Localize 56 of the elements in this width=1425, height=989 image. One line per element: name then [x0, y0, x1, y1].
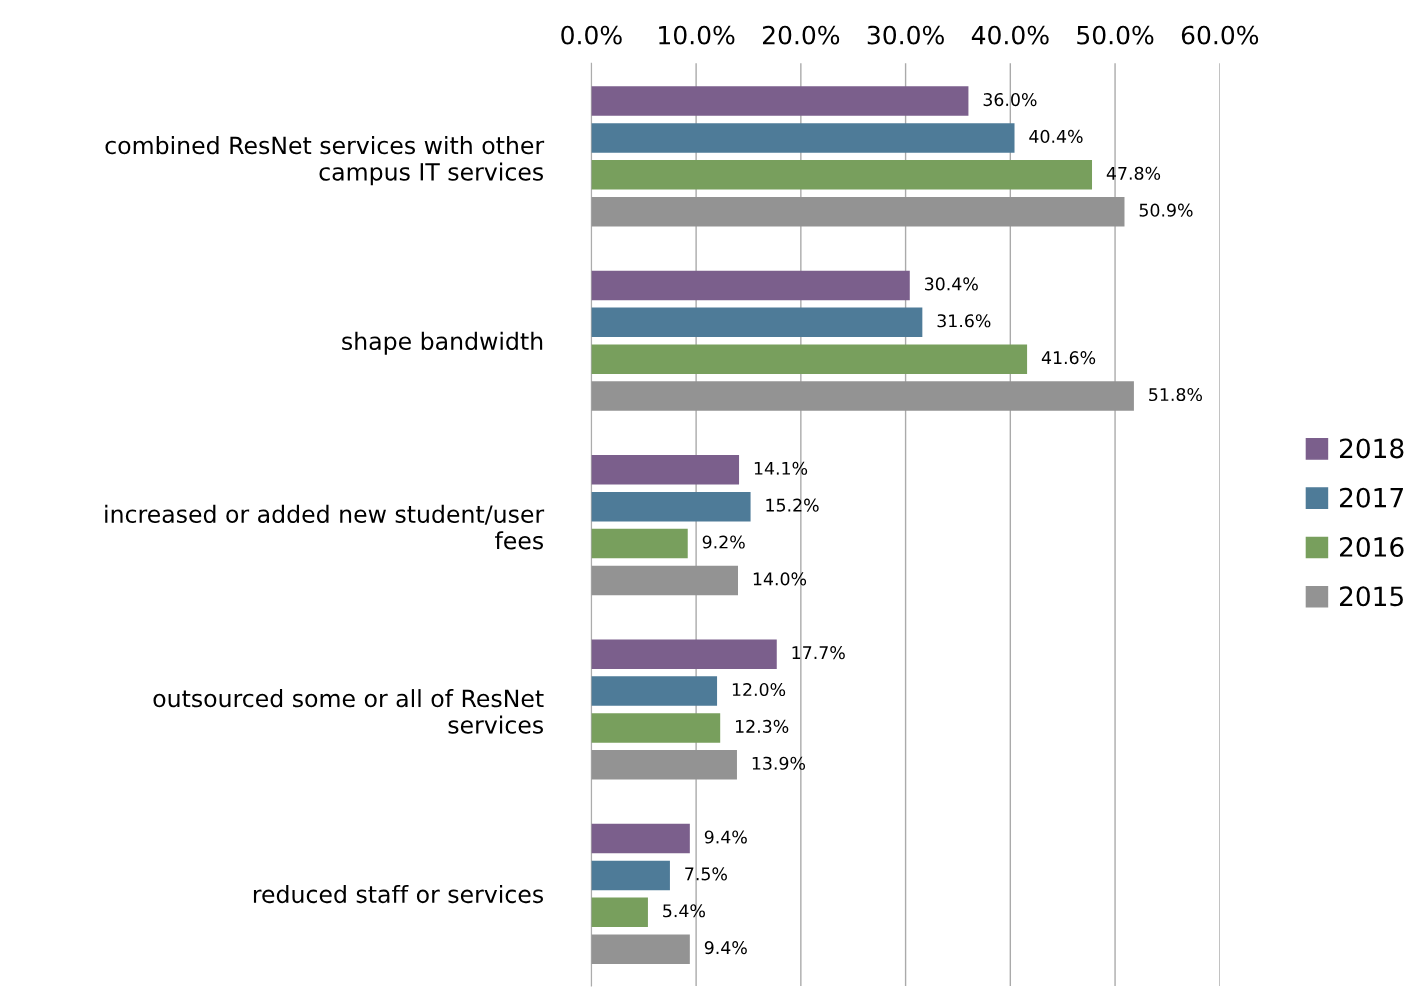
data-label: 36.0%: [983, 93, 1037, 107]
data-label: 14.0%: [753, 572, 807, 586]
bar: [591, 344, 1028, 374]
legend-label: 2017: [1339, 487, 1403, 508]
data-label: 9.2%: [702, 535, 745, 549]
bar: [591, 160, 1093, 190]
data-label: 7.5%: [685, 867, 727, 881]
legend-label: 2018: [1339, 438, 1404, 459]
bar: [591, 86, 969, 116]
data-label: 17.7%: [792, 646, 845, 660]
x-tick-label: 0.0%: [561, 25, 622, 45]
x-tick-label: 60.0%: [1181, 25, 1259, 45]
x-tick-label: 40.0%: [971, 25, 1049, 45]
y-tick-label: reduced staff or services: [253, 884, 543, 904]
data-label: 47.8%: [1106, 166, 1161, 180]
data-label: 9.4%: [704, 941, 747, 955]
data-label: 5.4%: [663, 904, 705, 918]
y-tick-label: outsourced some or all of ResNet services: [153, 689, 544, 734]
bar: [591, 750, 737, 780]
data-label: 13.9%: [752, 756, 806, 770]
legend-label: 2015: [1339, 586, 1403, 607]
data-label: 50.9%: [1139, 203, 1193, 217]
x-tick-label: 50.0%: [1077, 25, 1154, 45]
data-label: 51.8%: [1149, 387, 1202, 402]
data-label: 30.4%: [924, 277, 978, 291]
bar: [591, 823, 690, 854]
bar: [591, 676, 718, 706]
bar: [591, 528, 688, 559]
bar: [591, 307, 923, 338]
bar: [591, 897, 648, 928]
x-tick-label: 30.0%: [867, 25, 944, 45]
y-tick-label: combined ResNet services with other campus IT services: [105, 136, 545, 186]
bar: [591, 455, 740, 485]
bar: [591, 381, 1134, 411]
data-label: 12.3%: [736, 719, 789, 733]
data-label: 12.0%: [732, 682, 786, 697]
data-label: 40.4%: [1029, 129, 1083, 143]
data-label: 14.1%: [754, 461, 808, 475]
bar: [591, 639, 777, 669]
bar: [591, 860, 670, 891]
y-tick-label: increased or added new student/user fees: [105, 504, 545, 550]
data-label: 41.6%: [1041, 351, 1096, 365]
bar: [591, 270, 910, 301]
bar: [591, 713, 721, 743]
bar: [591, 565, 739, 596]
x-tick-label: 20.0%: [762, 25, 840, 45]
bar: [591, 934, 690, 964]
y-tick-label: shape bandwidth: [342, 331, 543, 355]
data-label: 9.4%: [704, 830, 747, 844]
bar: [591, 196, 1125, 227]
bar: [591, 491, 751, 522]
legend-label: 2016: [1339, 537, 1404, 557]
x-tick-label: 10.0%: [659, 25, 735, 45]
data-label: 15.2%: [766, 498, 819, 512]
bar: [591, 123, 1015, 153]
data-label: 31.6%: [937, 314, 991, 328]
